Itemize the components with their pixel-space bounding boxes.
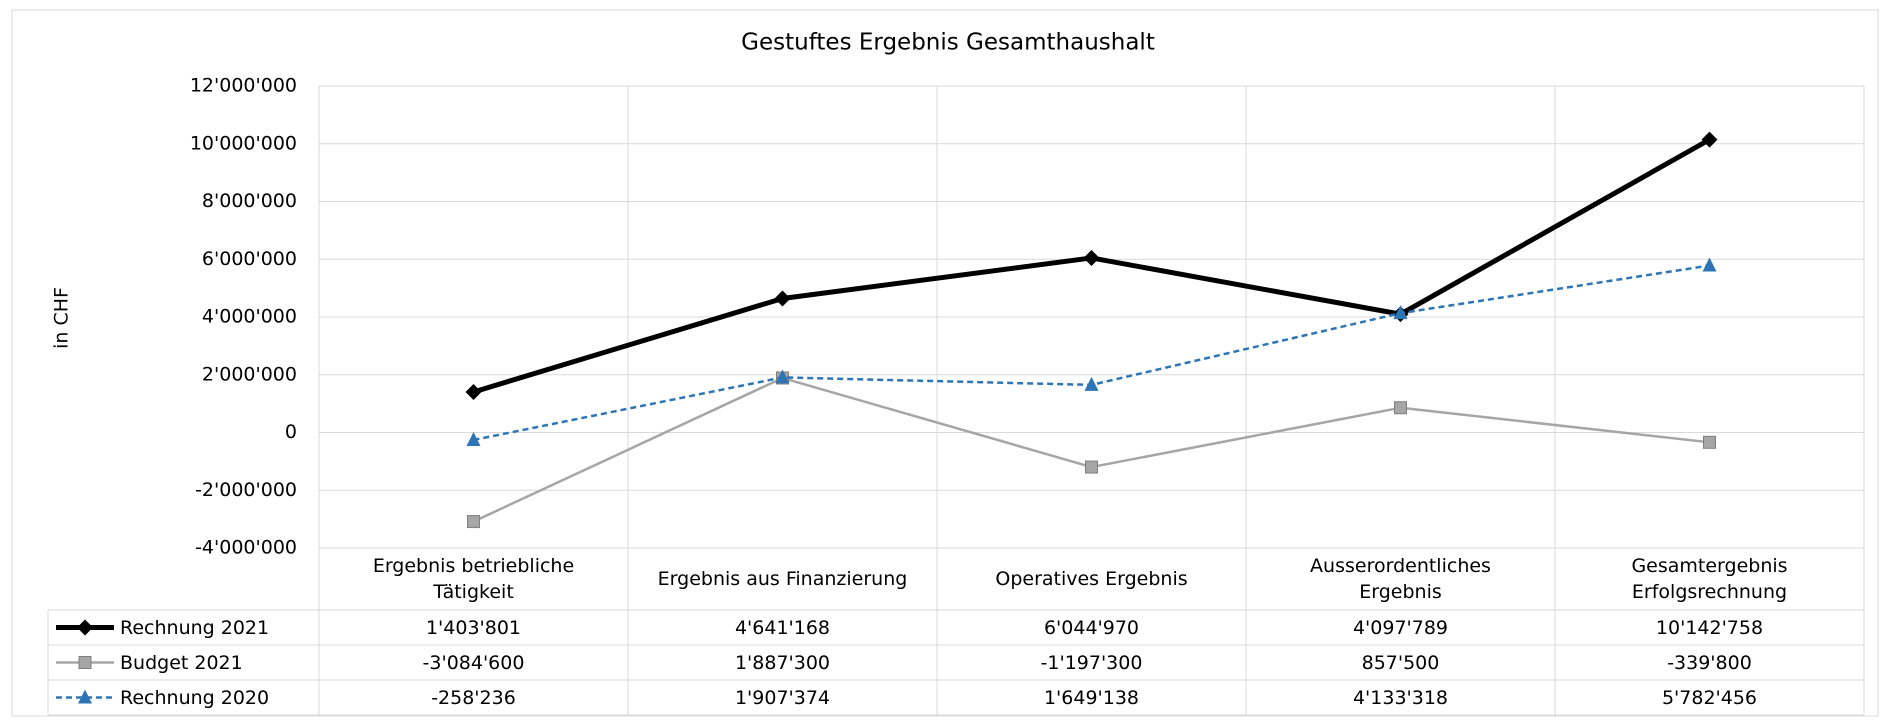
x-tick-label: Ergebnis aus Finanzierung	[657, 568, 908, 590]
table-value: 1'403'801	[425, 616, 522, 639]
x-tick-label: Ergebnis betriebliche Tätigkeit	[372, 555, 575, 603]
table-value: -258'236	[431, 686, 516, 709]
table-value: 4'097'789	[1352, 616, 1449, 639]
marker	[774, 290, 791, 307]
y-tick-label: 8'000'000	[202, 190, 297, 212]
y-axis-label: in CHF	[51, 287, 73, 349]
table-value: 5'782'456	[1661, 686, 1758, 709]
marker	[1394, 401, 1407, 415]
x-tick-label: Ausserordentliches Ergebnis	[1310, 555, 1491, 603]
table-value: 4'133'318	[1352, 686, 1449, 709]
marker	[78, 689, 92, 704]
marker	[1702, 257, 1717, 272]
y-tick-label: 12'000'000	[190, 75, 297, 97]
marker	[1085, 460, 1098, 474]
marker	[467, 515, 480, 529]
table-value: -3'084'600	[422, 651, 525, 674]
y-tick-label: 2'000'000	[202, 363, 297, 385]
marker	[77, 619, 93, 636]
y-tick-label: -4'000'000	[195, 537, 297, 559]
chart-title: Gestuftes Ergebnis Gesamthaushalt	[741, 30, 1155, 56]
table-value: 6'044'970	[1043, 616, 1140, 639]
series-line	[473, 264, 1710, 442]
x-tick-label: Operatives Ergebnis	[995, 568, 1188, 590]
marker	[465, 383, 482, 400]
marker	[1703, 435, 1716, 449]
table-value: 10'142'758	[1655, 616, 1764, 639]
y-tick-label: 0	[285, 421, 297, 443]
table-value: 1'649'138	[1043, 686, 1140, 709]
marker	[466, 431, 481, 446]
table-value: -339'800	[1667, 651, 1752, 674]
legend-label: Budget 2021	[120, 652, 243, 674]
table-value: 857'500	[1361, 651, 1440, 674]
marker	[775, 369, 790, 384]
x-tick-label: Gesamtergebnis Erfolgsrechnung	[1631, 555, 1788, 603]
legend-label: Rechnung 2020	[120, 687, 269, 709]
y-tick-label: 6'000'000	[202, 248, 297, 270]
marker	[78, 656, 92, 669]
table-value: 1'907'374	[734, 686, 831, 709]
marker	[1083, 249, 1100, 266]
table-value: 4'641'168	[734, 616, 831, 639]
y-tick-label: 10'000'000	[190, 132, 297, 154]
marker	[1393, 305, 1408, 320]
marker	[1084, 376, 1099, 391]
chart-border	[11, 9, 1879, 717]
series-line	[472, 376, 1710, 523]
table-value: 1'887'300	[734, 651, 831, 674]
y-tick-label: -2'000'000	[195, 479, 297, 501]
legend-label: Rechnung 2021	[120, 617, 269, 639]
y-tick-label: 4'000'000	[202, 306, 297, 328]
marker	[1701, 131, 1718, 148]
table-value: -1'197'300	[1040, 651, 1143, 674]
